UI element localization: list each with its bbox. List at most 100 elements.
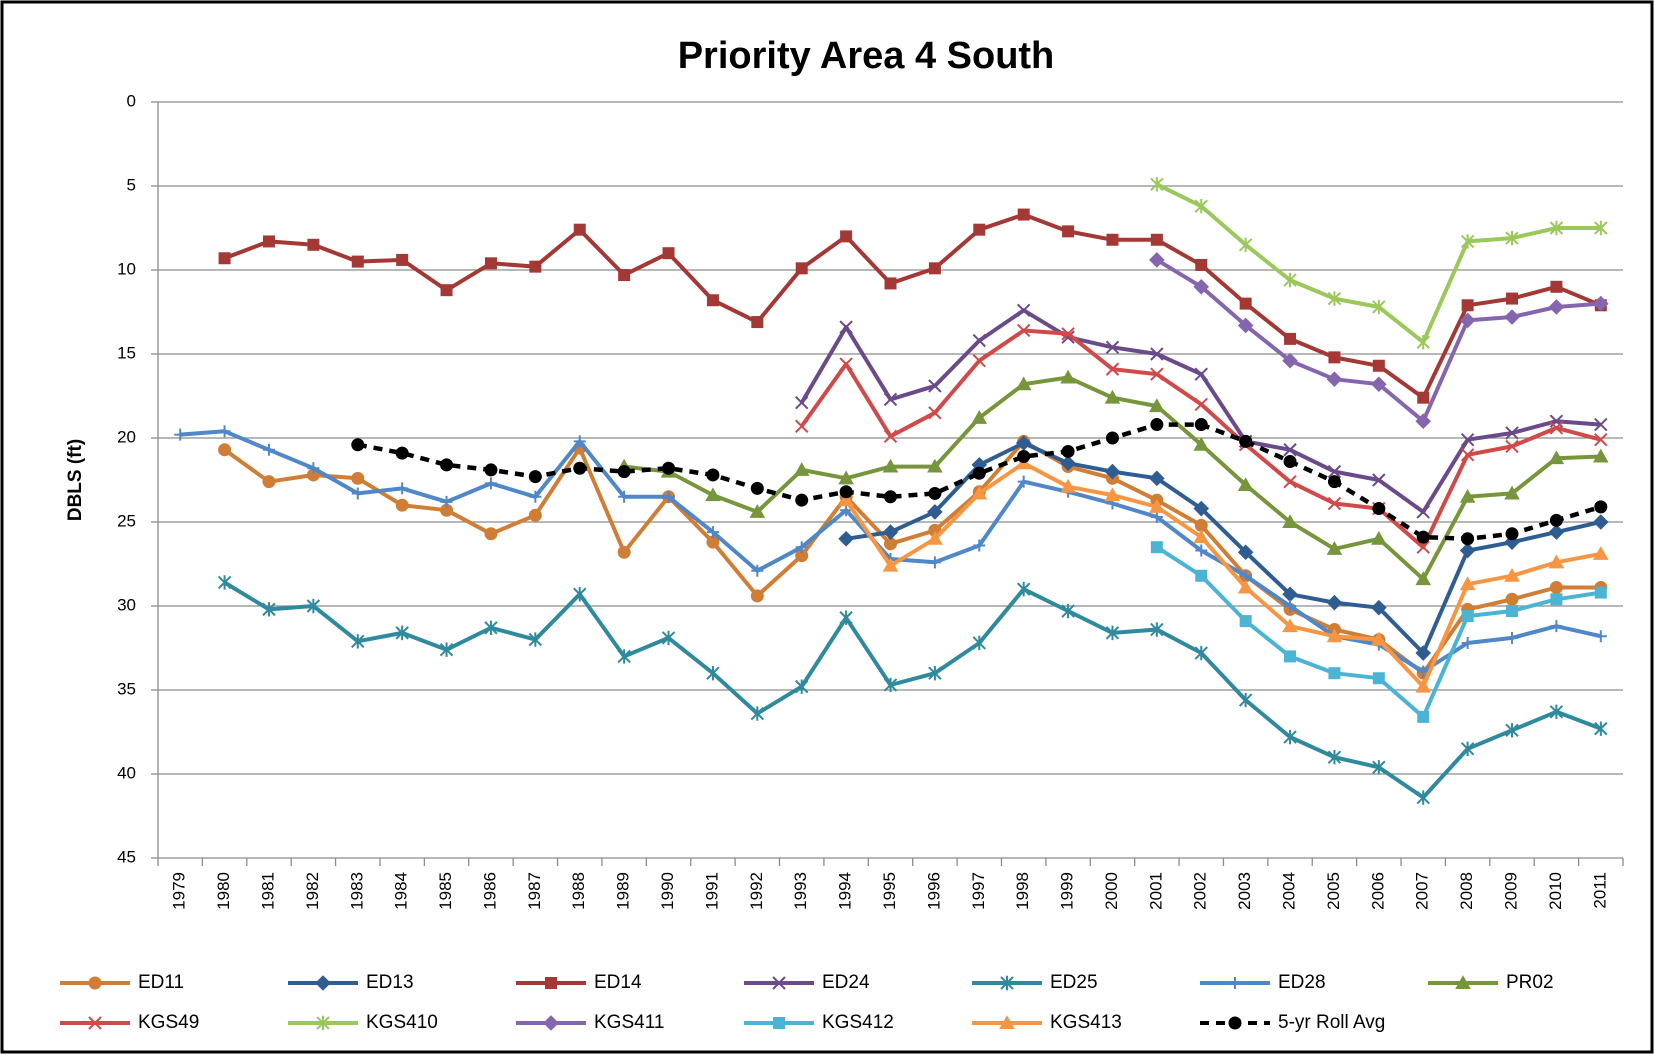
marker: [1594, 721, 1608, 736]
marker: [440, 458, 454, 472]
marker: [1459, 489, 1476, 503]
marker: [1193, 279, 1210, 295]
marker: [773, 1017, 785, 1029]
marker: [1504, 309, 1520, 325]
marker: [1506, 292, 1519, 305]
marker: [1460, 234, 1475, 249]
legend-label: KGS411: [594, 1012, 664, 1033]
marker: [1237, 544, 1254, 561]
marker: [543, 1015, 559, 1031]
marker: [972, 635, 986, 651]
marker: [1327, 475, 1341, 489]
x-tick-label: 1994: [836, 872, 855, 910]
marker: [1104, 463, 1121, 480]
marker: [439, 642, 454, 657]
marker: [617, 545, 631, 559]
marker: [1237, 477, 1254, 492]
x-tick-label: 2011: [1590, 872, 1609, 909]
marker: [1150, 541, 1163, 554]
marker: [662, 461, 676, 475]
marker: [1372, 473, 1386, 487]
legend-item: KGS49: [60, 1012, 199, 1033]
marker: [795, 679, 809, 694]
marker: [928, 556, 941, 569]
marker: [1504, 567, 1520, 582]
marker: [839, 485, 853, 499]
marker: [883, 429, 898, 444]
x-tick-label: 1988: [569, 872, 588, 910]
marker: [1594, 586, 1607, 599]
marker: [306, 598, 321, 614]
marker: [1104, 487, 1121, 502]
series-line: [223, 580, 1602, 800]
marker: [1548, 554, 1565, 569]
legend-item: KGS410: [288, 1012, 438, 1033]
x-tick-label: 1983: [347, 872, 366, 910]
marker: [882, 524, 899, 540]
marker: [1505, 723, 1519, 738]
y-tick-label: 25: [117, 511, 136, 530]
legend-label: KGS412: [822, 1012, 894, 1033]
legend-item: ED25: [972, 972, 1098, 993]
x-tick-label: 2006: [1368, 872, 1387, 910]
marker: [1328, 351, 1341, 364]
x-tick-label: 1991: [702, 872, 721, 910]
marker: [1371, 376, 1387, 393]
marker: [1282, 514, 1298, 528]
marker: [218, 425, 231, 438]
marker: [1015, 435, 1032, 451]
marker: [1282, 352, 1298, 369]
marker: [528, 508, 542, 522]
marker: [1460, 448, 1475, 462]
marker: [1371, 631, 1387, 646]
marker: [1506, 605, 1519, 618]
marker: [573, 223, 586, 236]
marker: [307, 238, 320, 251]
marker: [1371, 599, 1387, 616]
marker: [1150, 233, 1163, 246]
marker: [484, 477, 497, 490]
marker: [928, 262, 941, 275]
series-line: [357, 422, 1602, 542]
x-tick-label: 2009: [1501, 872, 1520, 910]
marker: [1283, 729, 1297, 745]
marker: [1194, 397, 1208, 412]
marker: [1593, 546, 1609, 560]
x-tick-label: 1999: [1058, 872, 1077, 910]
legend-label: ED28: [1278, 972, 1326, 993]
marker: [973, 223, 986, 236]
marker: [1239, 434, 1253, 448]
marker: [262, 235, 275, 248]
marker: [1549, 581, 1563, 595]
legend-label: KGS413: [1050, 1012, 1122, 1033]
marker: [262, 443, 275, 456]
x-tick-label: 1990: [658, 872, 677, 910]
marker: [1239, 615, 1252, 628]
marker: [1327, 750, 1342, 765]
marker: [1238, 237, 1253, 252]
marker: [839, 320, 853, 334]
marker: [999, 1015, 1015, 1029]
marker: [573, 461, 587, 475]
marker: [661, 630, 676, 646]
marker: [1549, 704, 1564, 720]
series-line: [845, 441, 1602, 655]
marker: [1417, 710, 1430, 723]
y-tick-label: 5: [127, 175, 136, 194]
marker: [706, 526, 719, 539]
marker: [1061, 327, 1075, 341]
marker: [1105, 362, 1120, 376]
marker: [795, 262, 808, 275]
marker: [1416, 530, 1430, 544]
marker: [1371, 531, 1387, 545]
x-tick-label: 1989: [614, 872, 633, 910]
marker: [1150, 622, 1164, 637]
marker: [882, 458, 899, 473]
marker: [1282, 618, 1298, 633]
marker: [1150, 177, 1164, 192]
x-tick-label: 1986: [480, 872, 499, 910]
marker: [1194, 198, 1208, 214]
marker: [218, 443, 232, 457]
y-tick-label: 20: [117, 427, 136, 446]
marker: [617, 465, 631, 479]
